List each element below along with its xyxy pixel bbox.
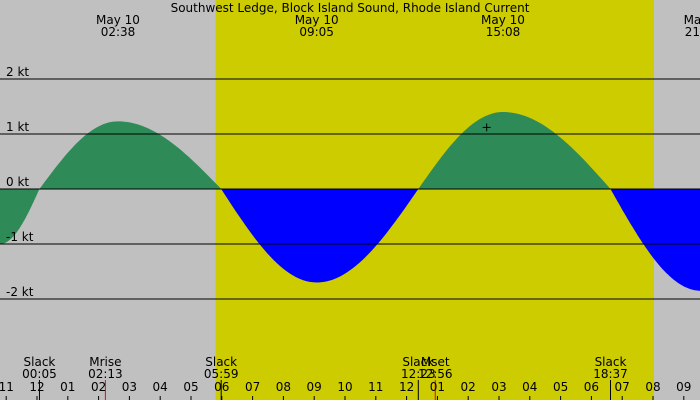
x-tick-label: 11 [368, 380, 383, 394]
ebb-area [39, 121, 222, 189]
x-tick-label: 02 [461, 380, 476, 394]
x-tick-label: 03 [122, 380, 137, 394]
x-tick-label: 07 [245, 380, 260, 394]
peak-time-label: 02:38 [101, 25, 136, 39]
peak-date-label: May 10 [295, 13, 339, 27]
peak-date-label: Ma [684, 13, 700, 27]
current-time-marker [482, 123, 491, 132]
y-tick-label: 1 kt [6, 120, 29, 134]
ebb-areas [0, 112, 611, 244]
x-tick-label: 11 [0, 380, 14, 394]
y-tick-label: -1 kt [6, 230, 34, 244]
x-tick-label: 03 [491, 380, 506, 394]
event-name-label: Mset [421, 355, 450, 369]
event-name-label: Slack [205, 355, 237, 369]
x-tick-label: 04 [153, 380, 168, 394]
y-tick-label: 2 kt [6, 65, 29, 79]
x-tick-label: 01 [430, 380, 445, 394]
x-tick-label: 06 [214, 380, 229, 394]
ebb-area [0, 189, 40, 244]
y-tick-label: -2 kt [6, 285, 34, 299]
x-tick-label: 05 [553, 380, 568, 394]
x-tick-label: 06 [584, 380, 599, 394]
peak-date-label: May 10 [96, 13, 140, 27]
y-tick-labels: 2 kt 1 kt 0 kt -1 kt -2 kt [6, 65, 34, 299]
event-labels: Slack00:05Mrise02:13Slack05:59Slack12:23… [22, 355, 628, 400]
x-tick-label: 05 [183, 380, 198, 394]
x-tick-label: 01 [60, 380, 75, 394]
x-tick-label: 09 [676, 380, 691, 394]
event-name-label: Slack [595, 355, 627, 369]
event-time-label: 12:23 [401, 367, 436, 381]
event-name-label: Mrise [89, 355, 121, 369]
peak-time-label: 09:05 [299, 25, 334, 39]
peak-time-label: 15:08 [486, 25, 521, 39]
x-tick-label: 08 [645, 380, 660, 394]
gridlines [0, 78, 700, 300]
y-tick-label: 0 kt [6, 175, 29, 189]
event-time-label: 12:56 [418, 367, 453, 381]
peak-date-label: May 10 [481, 13, 525, 27]
peak-time-label: 21 [685, 25, 700, 39]
event-name-label: Slack [402, 355, 434, 369]
x-tick-label: 08 [276, 380, 291, 394]
flood-areas [221, 189, 700, 291]
x-tick-label: 10 [337, 380, 352, 394]
x-tick-label: 12 [29, 380, 44, 394]
flood-area [610, 189, 700, 291]
x-tick-label: 12 [399, 380, 414, 394]
x-tick-label: 04 [522, 380, 537, 394]
event-name-label: Slack [24, 355, 56, 369]
x-tick-label: 09 [307, 380, 322, 394]
event-time-label: 05:59 [204, 367, 239, 381]
event-time-label: 18:37 [593, 367, 628, 381]
x-tick-label: 07 [615, 380, 630, 394]
ebb-area [418, 112, 611, 189]
chart-title: Southwest Ledge, Block Island Sound, Rho… [171, 1, 530, 15]
x-tick-label: 02 [91, 380, 106, 394]
event-time-label: 02:13 [88, 367, 123, 381]
x-tick-labels: 11 12 01 02 03 04 05 06 07 08 09 10 11 12 01 02 03 04 05 06… [0, 380, 691, 400]
event-time-label: 00:05 [22, 367, 57, 381]
flood-area [221, 189, 419, 283]
